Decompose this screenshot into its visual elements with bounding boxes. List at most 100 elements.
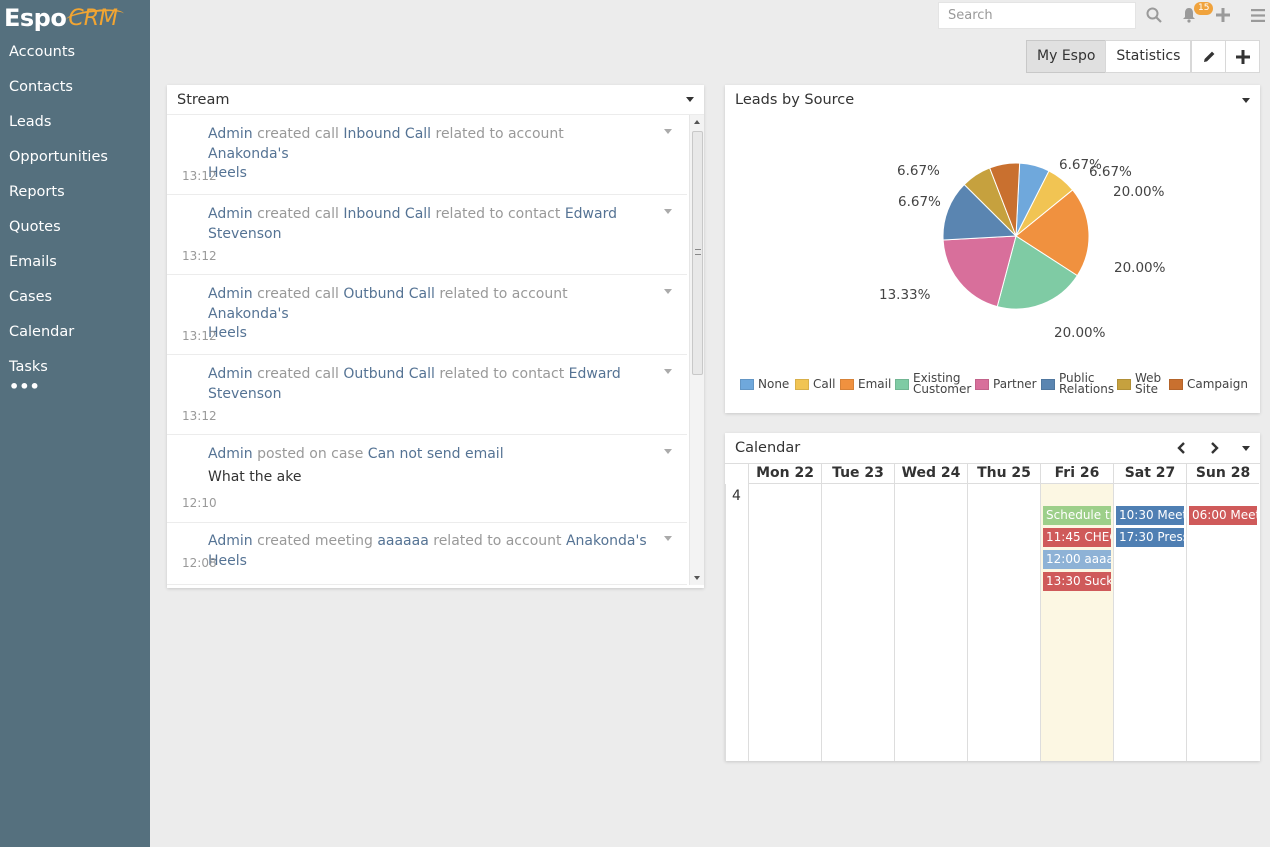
pie-data-label: 13.33% xyxy=(879,287,931,303)
stream-user-link[interactable]: Admin xyxy=(208,206,253,222)
tab-my-espo[interactable]: My Espo xyxy=(1026,40,1107,73)
calendar-event[interactable]: 06:00 Meeti xyxy=(1189,506,1257,525)
stream-related-link[interactable]: Edward xyxy=(568,366,621,382)
stream-user-link[interactable]: Admin xyxy=(208,366,253,382)
stream-user-link[interactable]: Admin xyxy=(208,533,253,549)
calendar-day-column[interactable] xyxy=(1040,484,1113,761)
legend-item-call[interactable]: Call xyxy=(795,378,835,390)
legend-item-partner[interactable]: Partner xyxy=(975,378,1037,390)
stream-record-link[interactable]: Outbund Call xyxy=(343,366,435,382)
stream-user-link[interactable]: Admin xyxy=(208,446,253,462)
menu-hamburger-icon[interactable] xyxy=(1248,6,1268,24)
calendar-day-column[interactable] xyxy=(1113,484,1186,761)
stream-user-link[interactable]: Admin xyxy=(208,126,253,142)
legend-item-email[interactable]: Email xyxy=(840,378,891,390)
calendar-menu-caret-icon[interactable] xyxy=(1242,445,1250,451)
stream-related-link[interactable]: Edward xyxy=(564,206,617,222)
stream-record-link[interactable]: Can not send email xyxy=(367,446,504,462)
leads-menu-caret-icon[interactable] xyxy=(1242,97,1250,103)
sidebar-item-accounts[interactable]: Accounts xyxy=(9,44,76,60)
stream-record-link[interactable]: aaaaaa xyxy=(377,533,429,549)
pie-slice-public-relations[interactable] xyxy=(942,183,1018,241)
legend-label: Web Site xyxy=(1135,371,1162,396)
pie-slice-partner[interactable] xyxy=(942,235,1017,308)
legend-item-public-relations[interactable]: Public Relations xyxy=(1041,372,1114,395)
calendar-day-header[interactable]: Thu 25 xyxy=(967,463,1040,484)
legend-item-none[interactable]: None xyxy=(740,378,789,390)
stream-related-link[interactable]: Anakonda's xyxy=(208,145,289,162)
stream-item-caret-icon[interactable] xyxy=(664,369,672,374)
stream-related-link[interactable]: Stevenson xyxy=(208,225,282,242)
stream-record-link[interactable]: Outbund Call xyxy=(343,286,435,302)
add-dashlet-button[interactable] xyxy=(1225,40,1260,73)
calendar-day-header[interactable]: Wed 24 xyxy=(894,463,967,484)
search-input[interactable]: Search xyxy=(938,2,1136,29)
edit-dashboard-button[interactable] xyxy=(1191,40,1226,73)
calendar-day-column[interactable] xyxy=(1186,484,1259,761)
stream-menu-caret-icon[interactable] xyxy=(686,97,694,102)
stream-record-link[interactable]: Inbound Call xyxy=(343,206,432,222)
sidebar-item-quotes[interactable]: Quotes xyxy=(9,219,61,235)
legend-item-campaign[interactable]: Campaign xyxy=(1169,378,1248,390)
scroll-down-arrow-icon[interactable] xyxy=(694,576,700,580)
legend-item-web-site[interactable]: Web Site xyxy=(1117,371,1162,396)
calendar-event[interactable]: Schedule tr xyxy=(1043,506,1111,525)
sidebar-item-emails[interactable]: Emails xyxy=(9,254,57,270)
sidebar-more-button[interactable]: ••• xyxy=(9,377,40,396)
stream-scrollbar[interactable] xyxy=(689,115,704,585)
calendar-event[interactable]: 17:30 Press xyxy=(1116,528,1184,547)
pie-slice-email[interactable] xyxy=(1015,189,1090,277)
calendar-event[interactable]: 11:45 CHEC xyxy=(1043,528,1111,547)
app-logo[interactable]: Espo CRM xyxy=(4,2,118,34)
sidebar-item-calendar[interactable]: Calendar xyxy=(9,324,75,340)
chevron-left-icon[interactable] xyxy=(1176,442,1186,454)
calendar-day-header[interactable]: Sat 27 xyxy=(1113,463,1186,484)
stream-record-link[interactable]: Inbound Call xyxy=(343,126,432,142)
leads-by-source-dashlet: Leads by Source 6.67% 6.67% 20.00% 20.00% 20… xyxy=(725,85,1260,413)
stream-related-link[interactable]: Heels xyxy=(208,325,247,341)
stream-user-link[interactable]: Admin xyxy=(208,286,253,302)
stream-related-link[interactable]: Heels xyxy=(208,165,247,181)
calendar-day-column[interactable] xyxy=(748,484,821,761)
calendar-day-column[interactable] xyxy=(967,484,1040,761)
stream-item-caret-icon[interactable] xyxy=(664,449,672,454)
bell-icon[interactable] xyxy=(1179,6,1199,24)
calendar-event[interactable]: 12:00 aaaaa xyxy=(1043,550,1111,569)
sidebar-item-contacts[interactable]: Contacts xyxy=(9,79,73,95)
stream-time: 12:08 xyxy=(182,556,217,570)
scroll-up-arrow-icon[interactable] xyxy=(694,120,700,124)
search-icon[interactable] xyxy=(1144,6,1164,24)
stream-item-caret-icon[interactable] xyxy=(664,289,672,294)
stream-item-caret-icon[interactable] xyxy=(664,209,672,214)
stream-related-link[interactable]: Anakonda's xyxy=(208,305,289,322)
calendar-day-header[interactable]: Sun 28 xyxy=(1186,463,1259,484)
stream-item-caret-icon[interactable] xyxy=(664,536,672,541)
chevron-right-icon[interactable] xyxy=(1210,442,1220,454)
calendar-day-header[interactable]: Tue 23 xyxy=(821,463,894,484)
calendar-event[interactable]: 13:30 Suck I xyxy=(1043,572,1111,591)
sidebar-item-tasks[interactable]: Tasks xyxy=(9,359,48,375)
quick-create-plus-icon[interactable] xyxy=(1213,6,1233,24)
legend-swatch xyxy=(795,379,809,390)
legend-swatch xyxy=(740,379,754,390)
calendar-day-column[interactable] xyxy=(821,484,894,761)
calendar-dashlet: Calendar 4 Mon 22 Tue 23 Wed 24 Thu 25 Fri 2… xyxy=(725,433,1261,761)
tab-statistics[interactable]: Statistics xyxy=(1105,40,1192,73)
sidebar-item-cases[interactable]: Cases xyxy=(9,289,53,305)
legend-item-existing-customer[interactable]: Existing Customer xyxy=(895,372,971,395)
scroll-thumb[interactable] xyxy=(692,131,703,375)
sidebar-item-opportunities[interactable]: Opportunities xyxy=(9,149,108,165)
stream-related-link[interactable]: Anakonda's Heels xyxy=(208,533,647,569)
stream-action-text: posted on case xyxy=(257,446,364,462)
sidebar-item-leads[interactable]: Leads xyxy=(9,114,52,130)
pie-slice-campaign[interactable] xyxy=(989,162,1021,237)
stream-item-caret-icon[interactable] xyxy=(664,129,672,134)
stream-time: 13:12 xyxy=(182,169,217,183)
calendar-event[interactable]: 10:30 Meeti xyxy=(1116,506,1184,525)
calendar-day-header[interactable]: Mon 22 xyxy=(748,463,821,484)
stream-related-link[interactable]: Stevenson xyxy=(208,385,282,402)
pie-slice-existing-customer[interactable] xyxy=(996,235,1078,310)
sidebar-item-reports[interactable]: Reports xyxy=(9,184,65,200)
calendar-day-header[interactable]: Fri 26 xyxy=(1040,463,1113,484)
calendar-day-column[interactable] xyxy=(894,484,967,761)
